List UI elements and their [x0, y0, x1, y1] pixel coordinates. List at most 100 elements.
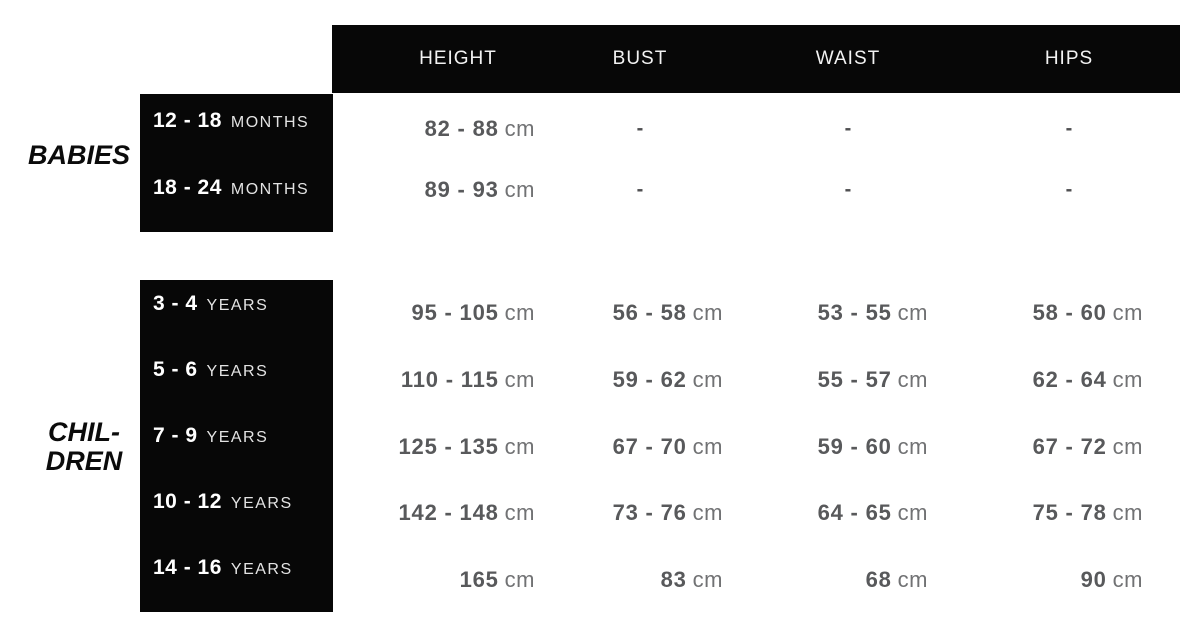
height-value-cell: 110 - 115 cm	[401, 367, 535, 393]
hips-value-cell: 90 cm	[1081, 567, 1143, 593]
table-header-bar: HEIGHT BUST WAIST HIPS	[332, 25, 1180, 93]
column-header-height: HEIGHT	[419, 48, 497, 69]
section-label-babies: BABIES	[27, 140, 130, 170]
bust-value-cell: 83 cm	[661, 567, 723, 593]
measurement-value: 67 - 70	[612, 434, 687, 459]
unit-label: cm	[1112, 367, 1143, 392]
measurement-value: 90	[1080, 567, 1107, 592]
unit-label: cm	[692, 300, 723, 325]
age-range: 12 - 18	[153, 109, 222, 132]
bust-value-cell: 73 - 76 cm	[613, 500, 723, 526]
table-row: 95 - 105 cm 56 - 58 cm 53 - 55 cm 58 - 60 cm	[332, 298, 1180, 328]
measurement-value: 59 - 62	[612, 367, 687, 392]
unit-label: cm	[504, 567, 535, 592]
measurement-value: 67 - 72	[1032, 434, 1107, 459]
unit-label: cm	[1112, 434, 1143, 459]
height-value-cell: 82 - 88 cm	[425, 116, 535, 142]
measurement-value: 82 - 88	[424, 116, 499, 141]
waist-empty-cell: -	[844, 178, 852, 201]
age-unit: MONTHS	[230, 181, 310, 198]
unit-label: cm	[897, 367, 928, 392]
age-range: 14 - 16	[153, 556, 222, 579]
age-range: 7 - 9	[153, 424, 198, 447]
measurement-value: 125 - 135	[398, 434, 499, 459]
hips-value-cell: 58 - 60 cm	[1033, 300, 1143, 326]
height-value-cell: 142 - 148 cm	[399, 500, 536, 526]
unit-label: cm	[897, 434, 928, 459]
unit-label: cm	[504, 116, 535, 141]
age-unit: YEARS	[230, 495, 293, 512]
bust-empty-cell: -	[636, 178, 644, 201]
table-row: 165 cm 83 cm 68 cm 90 cm	[332, 565, 1180, 595]
age-row: 3 - 4 YEARS	[153, 292, 268, 316]
measurement-value: 83	[660, 567, 687, 592]
age-row: 12 - 18 MONTHS	[153, 109, 309, 133]
age-unit: YEARS	[206, 429, 269, 446]
age-row: 14 - 16 YEARS	[153, 556, 293, 580]
unit-label: cm	[504, 367, 535, 392]
measurement-value: 56 - 58	[612, 300, 687, 325]
column-header-waist: WAIST	[815, 48, 881, 69]
measurement-value: 64 - 65	[817, 500, 892, 525]
unit-label: cm	[1112, 300, 1143, 325]
age-row: 5 - 6 YEARS	[153, 358, 268, 382]
unit-label: cm	[692, 434, 723, 459]
height-value-cell: 125 - 135 cm	[399, 434, 536, 460]
measurement-value: 89 - 93	[424, 177, 499, 202]
table-row: 125 - 135 cm 67 - 70 cm 59 - 60 cm 67 - 72 c…	[332, 432, 1180, 462]
unit-label: cm	[504, 434, 535, 459]
age-row: 18 - 24 MONTHS	[153, 176, 309, 200]
age-unit: YEARS	[206, 297, 269, 314]
measurement-value: 58 - 60	[1032, 300, 1107, 325]
unit-label: cm	[897, 567, 928, 592]
measurement-value: 62 - 64	[1032, 367, 1107, 392]
age-range: 5 - 6	[153, 358, 198, 381]
table-row: 89 - 93 cm - - -	[332, 175, 1180, 205]
section-label-line: DREN	[45, 446, 123, 476]
measurement-value: 95 - 105	[411, 300, 499, 325]
unit-label: cm	[1112, 500, 1143, 525]
unit-label: cm	[504, 500, 535, 525]
hips-value-cell: 67 - 72 cm	[1033, 434, 1143, 460]
hips-empty-cell: -	[1065, 117, 1073, 140]
measurement-value: 73 - 76	[612, 500, 687, 525]
waist-value-cell: 55 - 57 cm	[818, 367, 928, 393]
unit-label: cm	[897, 500, 928, 525]
age-range: 3 - 4	[153, 292, 198, 315]
table-row: 82 - 88 cm - - -	[332, 114, 1180, 144]
unit-label: cm	[897, 300, 928, 325]
bust-value-cell: 59 - 62 cm	[613, 367, 723, 393]
waist-value-cell: 53 - 55 cm	[818, 300, 928, 326]
measurement-value: 59 - 60	[817, 434, 892, 459]
waist-empty-cell: -	[844, 117, 852, 140]
unit-label: cm	[504, 177, 535, 202]
age-range: 18 - 24	[153, 176, 222, 199]
table-row: 110 - 115 cm 59 - 62 cm 55 - 57 cm 62 - 64 c…	[332, 365, 1180, 395]
measurement-value: 53 - 55	[817, 300, 892, 325]
height-value-cell: 165 cm	[460, 567, 535, 593]
bust-value-cell: 56 - 58 cm	[613, 300, 723, 326]
unit-label: cm	[1112, 567, 1143, 592]
section-label-children: CHIL- DREN	[34, 418, 134, 476]
measurement-value: 142 - 148	[398, 500, 499, 525]
children-age-box: 3 - 4 YEARS 5 - 6 YEARS 7 - 9 YEARS 10 - 12…	[140, 280, 333, 612]
unit-label: cm	[692, 567, 723, 592]
unit-label: cm	[692, 500, 723, 525]
age-unit: YEARS	[230, 561, 293, 578]
measurement-value: 68	[865, 567, 892, 592]
table-row: 142 - 148 cm 73 - 76 cm 64 - 65 cm 75 - 78 c…	[332, 498, 1180, 528]
section-label-line: CHIL-	[48, 417, 120, 447]
waist-value-cell: 64 - 65 cm	[818, 500, 928, 526]
age-unit: MONTHS	[230, 114, 310, 131]
bust-empty-cell: -	[636, 117, 644, 140]
column-header-hips: HIPS	[1044, 48, 1094, 69]
measurement-value: 110 - 115	[400, 367, 499, 392]
measurement-value: 55 - 57	[817, 367, 892, 392]
babies-age-box: 12 - 18 MONTHS 18 - 24 MONTHS	[140, 94, 333, 232]
height-value-cell: 89 - 93 cm	[425, 177, 535, 203]
unit-label: cm	[504, 300, 535, 325]
unit-label: cm	[692, 367, 723, 392]
hips-value-cell: 75 - 78 cm	[1033, 500, 1143, 526]
bust-value-cell: 67 - 70 cm	[613, 434, 723, 460]
